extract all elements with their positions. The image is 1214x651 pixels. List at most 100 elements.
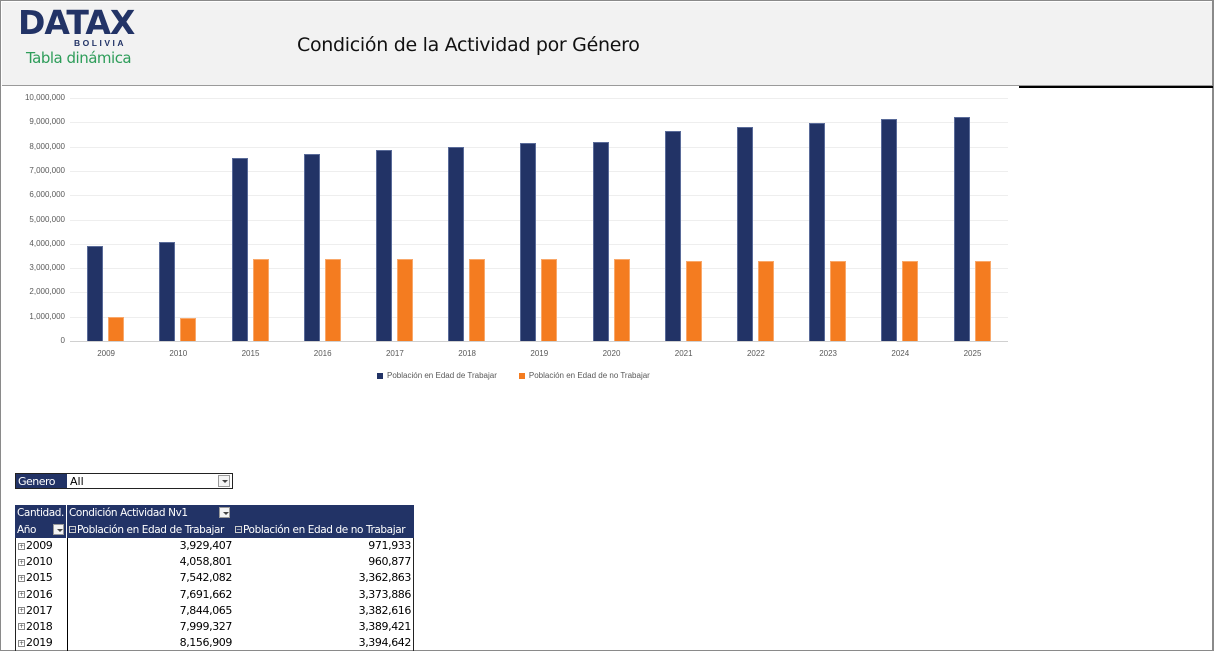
value-cell-no-trabajar[interactable]: 971,933 [368, 539, 411, 552]
bar-trabajar-2017[interactable] [375, 150, 392, 341]
expand-icon[interactable]: + [18, 639, 25, 647]
y-axis-tick: 8,000,000 [29, 141, 65, 151]
legend-item[interactable]: Población en Edad de no Trabajar [518, 371, 650, 380]
bar-no-trabajar-2025[interactable] [974, 261, 991, 341]
value-cell-no-trabajar[interactable]: 3,382,616 [358, 603, 412, 617]
legend-swatch-icon [518, 372, 525, 379]
y-axis-tick: 2,000,000 [29, 287, 65, 297]
gridline [70, 268, 1008, 270]
value-cell-trabajar[interactable]: 3,929,407 [179, 539, 233, 552]
gridline [70, 316, 1008, 318]
bar-trabajar-2018[interactable] [448, 146, 465, 341]
expand-icon[interactable]: + [18, 574, 25, 582]
bar-no-trabajar-2022[interactable] [757, 261, 774, 341]
table-row: +2016 7,691,662 3,373,886 [16, 586, 413, 603]
bar-trabajar-2023[interactable] [809, 123, 826, 341]
collapse-icon[interactable]: − [69, 526, 76, 533]
gridline [70, 219, 1008, 221]
value-cell-trabajar[interactable]: 4,058,801 [179, 555, 233, 569]
expand-icon[interactable]: + [18, 591, 25, 599]
x-axis-tick: 2024 [891, 349, 910, 358]
y-axis-tick: 0 [60, 336, 65, 345]
column-header-2[interactable]: − Población en Edad de no Trabajar [235, 523, 406, 536]
expand-icon[interactable]: + [18, 607, 25, 615]
bar-no-trabajar-2017[interactable] [396, 258, 413, 341]
y-axis-tick: 4,000,000 [29, 238, 65, 248]
pivot-corner-label: Cantidad. [15, 505, 67, 522]
legend-swatch-icon [377, 372, 383, 379]
column-field-label: Condición Actividad Nv1 [69, 507, 188, 519]
value-cell-trabajar[interactable]: 7,542,082 [179, 571, 233, 585]
y-axis-tick: 10,000,000 [24, 93, 65, 102]
bar-trabajar-2024[interactable] [881, 118, 898, 341]
row-field-dropdown-icon[interactable] [53, 523, 64, 535]
bar-trabajar-2016[interactable] [303, 154, 320, 341]
bar-trabajar-2015[interactable] [231, 157, 248, 341]
x-axis-tick: 2016 [313, 349, 332, 358]
bar-no-trabajar-2021[interactable] [685, 261, 702, 341]
table-row: +2015 7,542,082 3,362,863 [16, 570, 413, 587]
x-axis-tick: 2020 [602, 349, 621, 358]
value-cell-no-trabajar[interactable]: 960,877 [368, 555, 411, 569]
value-cell-no-trabajar[interactable]: 3,394,642 [358, 636, 412, 650]
year-cell[interactable]: +2019 [16, 635, 68, 651]
x-axis-tick: 2018 [458, 349, 476, 358]
bar-trabajar-2021[interactable] [664, 131, 681, 341]
dashboard-header: DATAX BOLIVIA Tabla dinámica Condición d… [2, 2, 1212, 86]
x-axis-tick: 2025 [963, 349, 982, 358]
value-cell-no-trabajar[interactable]: 3,373,886 [358, 587, 412, 601]
genero-filter[interactable]: Genero All [15, 473, 233, 489]
collapse-icon[interactable]: − [235, 526, 242, 533]
year-cell[interactable]: +2017 [16, 602, 68, 619]
bar-trabajar-2020[interactable] [592, 141, 609, 341]
legend-item[interactable]: Población en Edad de Trabajar [377, 371, 497, 380]
expand-icon[interactable]: + [18, 558, 25, 566]
gridline [70, 243, 1008, 245]
bar-no-trabajar-2010[interactable] [180, 317, 197, 341]
bar-trabajar-2010[interactable] [159, 242, 176, 341]
filter-dropdown-icon[interactable] [218, 475, 230, 487]
pivot-header: Cantidad. Condición Actividad Nv1 Año − P… [15, 505, 414, 538]
value-cell-no-trabajar[interactable]: 3,389,421 [358, 619, 412, 633]
x-axis-tick: 2010 [169, 349, 188, 358]
bar-trabajar-2025[interactable] [953, 116, 970, 341]
gridline [70, 98, 1008, 99]
year-cell[interactable]: +2010 [16, 554, 68, 571]
bar-no-trabajar-2019[interactable] [541, 258, 558, 341]
x-axis-tick: 2015 [241, 349, 260, 358]
year-cell[interactable]: +2016 [16, 586, 68, 603]
gridline [70, 146, 1008, 148]
pivot-table-link[interactable]: Tabla dinámica [26, 49, 132, 67]
x-axis-tick: 2022 [746, 349, 765, 358]
year-cell[interactable]: +2018 [16, 618, 68, 636]
year-cell[interactable]: +2009 [16, 538, 68, 555]
column-header-1[interactable]: − Población en Edad de Trabajar [69, 523, 224, 536]
bar-no-trabajar-2009[interactable] [108, 317, 125, 341]
expand-icon[interactable]: + [18, 623, 25, 631]
value-cell-trabajar[interactable]: 8,156,909 [179, 636, 233, 650]
bar-no-trabajar-2020[interactable] [613, 259, 630, 341]
value-cell-no-trabajar[interactable]: 3,362,863 [358, 571, 412, 585]
gridline [70, 195, 1008, 197]
column-field-dropdown-icon[interactable] [219, 507, 230, 518]
bar-no-trabajar-2018[interactable] [469, 258, 486, 341]
bar-no-trabajar-2016[interactable] [324, 259, 341, 341]
bar-no-trabajar-2023[interactable] [830, 261, 847, 341]
gridline [70, 170, 1008, 172]
bar-trabajar-2009[interactable] [87, 245, 104, 341]
value-cell-trabajar[interactable]: 7,999,327 [179, 619, 233, 633]
bar-no-trabajar-2015[interactable] [252, 259, 269, 341]
value-cell-trabajar[interactable]: 7,844,065 [179, 603, 233, 617]
value-cell-trabajar[interactable]: 7,691,662 [179, 587, 233, 601]
y-axis-tick: 9,000,000 [29, 117, 65, 127]
expand-icon[interactable]: + [18, 542, 25, 550]
bar-trabajar-2022[interactable] [736, 126, 753, 341]
row-field-header[interactable]: Año [15, 521, 67, 538]
bar-chart[interactable]: 0 1,000,000 2,000,000 3,000,000 4,000,000 5,0… [15, 91, 1015, 391]
column-field-header[interactable]: Condición Actividad Nv1 [67, 505, 233, 522]
bar-no-trabajar-2024[interactable] [902, 261, 919, 341]
bar-trabajar-2019[interactable] [520, 142, 537, 341]
filter-value[interactable]: All [67, 474, 216, 488]
year-cell[interactable]: +2015 [16, 570, 68, 587]
